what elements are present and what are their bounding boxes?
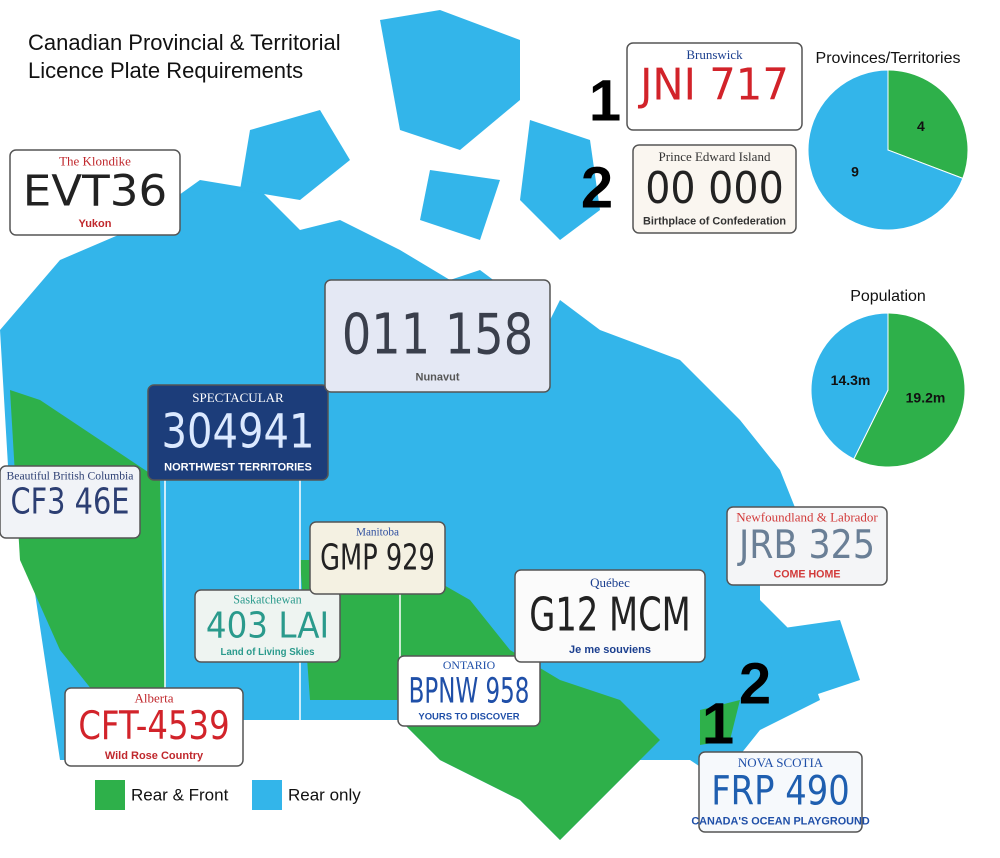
plate-number: CF3 46E xyxy=(11,481,130,522)
map-region xyxy=(420,170,500,240)
plate-header: The Klondike xyxy=(59,154,131,169)
legend-label: Rear only xyxy=(288,785,361,804)
plate-header: Prince Edward Island xyxy=(659,149,771,164)
plate-header: NOVA SCOTIA xyxy=(738,755,824,770)
pie-slice xyxy=(807,69,964,231)
plate-header: SPECTACULAR xyxy=(192,390,284,405)
plate-number: G12 MCM xyxy=(529,587,691,641)
plate-number: JRB 325 xyxy=(736,523,875,568)
title-line: Canadian Provincial & Territorial xyxy=(28,30,341,55)
pie-charts: Provinces/Territories 4 9 Population 19.2m 14… xyxy=(807,50,969,468)
plate-number: 403 LAI xyxy=(206,605,329,646)
marker-number: 2 xyxy=(739,651,771,716)
plate-number: 304941 xyxy=(162,404,315,459)
plate-header: Brunswick xyxy=(686,47,743,62)
plate-footer: Birthplace of Confederation xyxy=(643,215,786,227)
map-region xyxy=(380,10,520,150)
plate-header: Alberta xyxy=(135,691,174,706)
plate-footer: CANADA'S OCEAN PLAYGROUND xyxy=(691,815,870,827)
plate-number: BPNW 958 xyxy=(409,671,530,711)
plate xyxy=(698,751,863,833)
plate-number: CFT-4539 xyxy=(78,704,229,749)
map-region xyxy=(770,620,860,700)
pie-title: Provinces/Territories xyxy=(816,50,961,67)
plate-number: GMP 929 xyxy=(320,537,435,578)
plate-header: Newfoundland & Labrador xyxy=(736,510,878,525)
plate xyxy=(324,279,551,393)
legend-swatch xyxy=(252,780,282,810)
plate xyxy=(309,521,446,595)
legend-label: Rear & Front xyxy=(131,785,229,804)
plate-footer: Nunavut xyxy=(416,371,460,383)
plate xyxy=(514,569,706,663)
plate-footer: Wild Rose Country xyxy=(105,750,204,762)
plate-header: Beautiful British Columbia xyxy=(7,469,135,482)
plate xyxy=(194,589,341,663)
plate-footer: Je me souviens xyxy=(569,644,651,656)
plate xyxy=(0,465,141,539)
plate-footer: YOURS TO DISCOVER xyxy=(418,711,519,722)
marker-number: 2 xyxy=(581,155,613,220)
plate-number: EVT36 xyxy=(23,168,168,217)
map-region xyxy=(240,110,350,200)
plate-number: JNI 717 xyxy=(637,61,789,111)
pie-label: 4 xyxy=(917,118,925,134)
map-region xyxy=(0,180,820,840)
legend-swatch xyxy=(95,780,125,810)
plate xyxy=(64,687,244,767)
title: Canadian Provincial & Territorial Licence… xyxy=(28,30,341,83)
plate-header: Manitoba xyxy=(356,526,399,538)
plate-header: ONTARIO xyxy=(443,658,496,672)
marker-number: 1 xyxy=(589,68,621,133)
pie-slice xyxy=(810,312,889,460)
plate-footer: NORTHWEST TERRITORIES xyxy=(164,462,312,474)
pie-slice xyxy=(887,69,969,180)
plate xyxy=(632,144,797,234)
plate-number: 00 000 xyxy=(645,163,784,214)
plate-header: Québec xyxy=(590,575,630,590)
map-region xyxy=(700,700,740,745)
legend: Rear & Front Rear only xyxy=(95,780,361,810)
pie-slice xyxy=(853,312,966,468)
pie-title: Population xyxy=(850,288,926,305)
plate-header: Saskatchewan xyxy=(233,593,301,607)
plate-number: FRP 490 xyxy=(711,769,850,815)
plate-number: 011 158 xyxy=(342,302,533,367)
plate-footer: COME HOME xyxy=(774,569,841,581)
plate xyxy=(626,42,803,131)
pie-label: 14.3m xyxy=(831,372,871,388)
title-line: Licence Plate Requirements xyxy=(28,58,303,83)
plate-footer: Land of Living Skies xyxy=(221,647,315,658)
map-region xyxy=(520,120,600,240)
pie-label: 9 xyxy=(851,163,859,179)
plate xyxy=(726,506,888,586)
pie-label: 19.2m xyxy=(906,389,946,405)
plate xyxy=(397,655,541,727)
marker-number: 1 xyxy=(702,691,734,756)
plate-footer: Yukon xyxy=(78,218,111,230)
plate xyxy=(147,384,329,481)
plate xyxy=(9,149,181,236)
